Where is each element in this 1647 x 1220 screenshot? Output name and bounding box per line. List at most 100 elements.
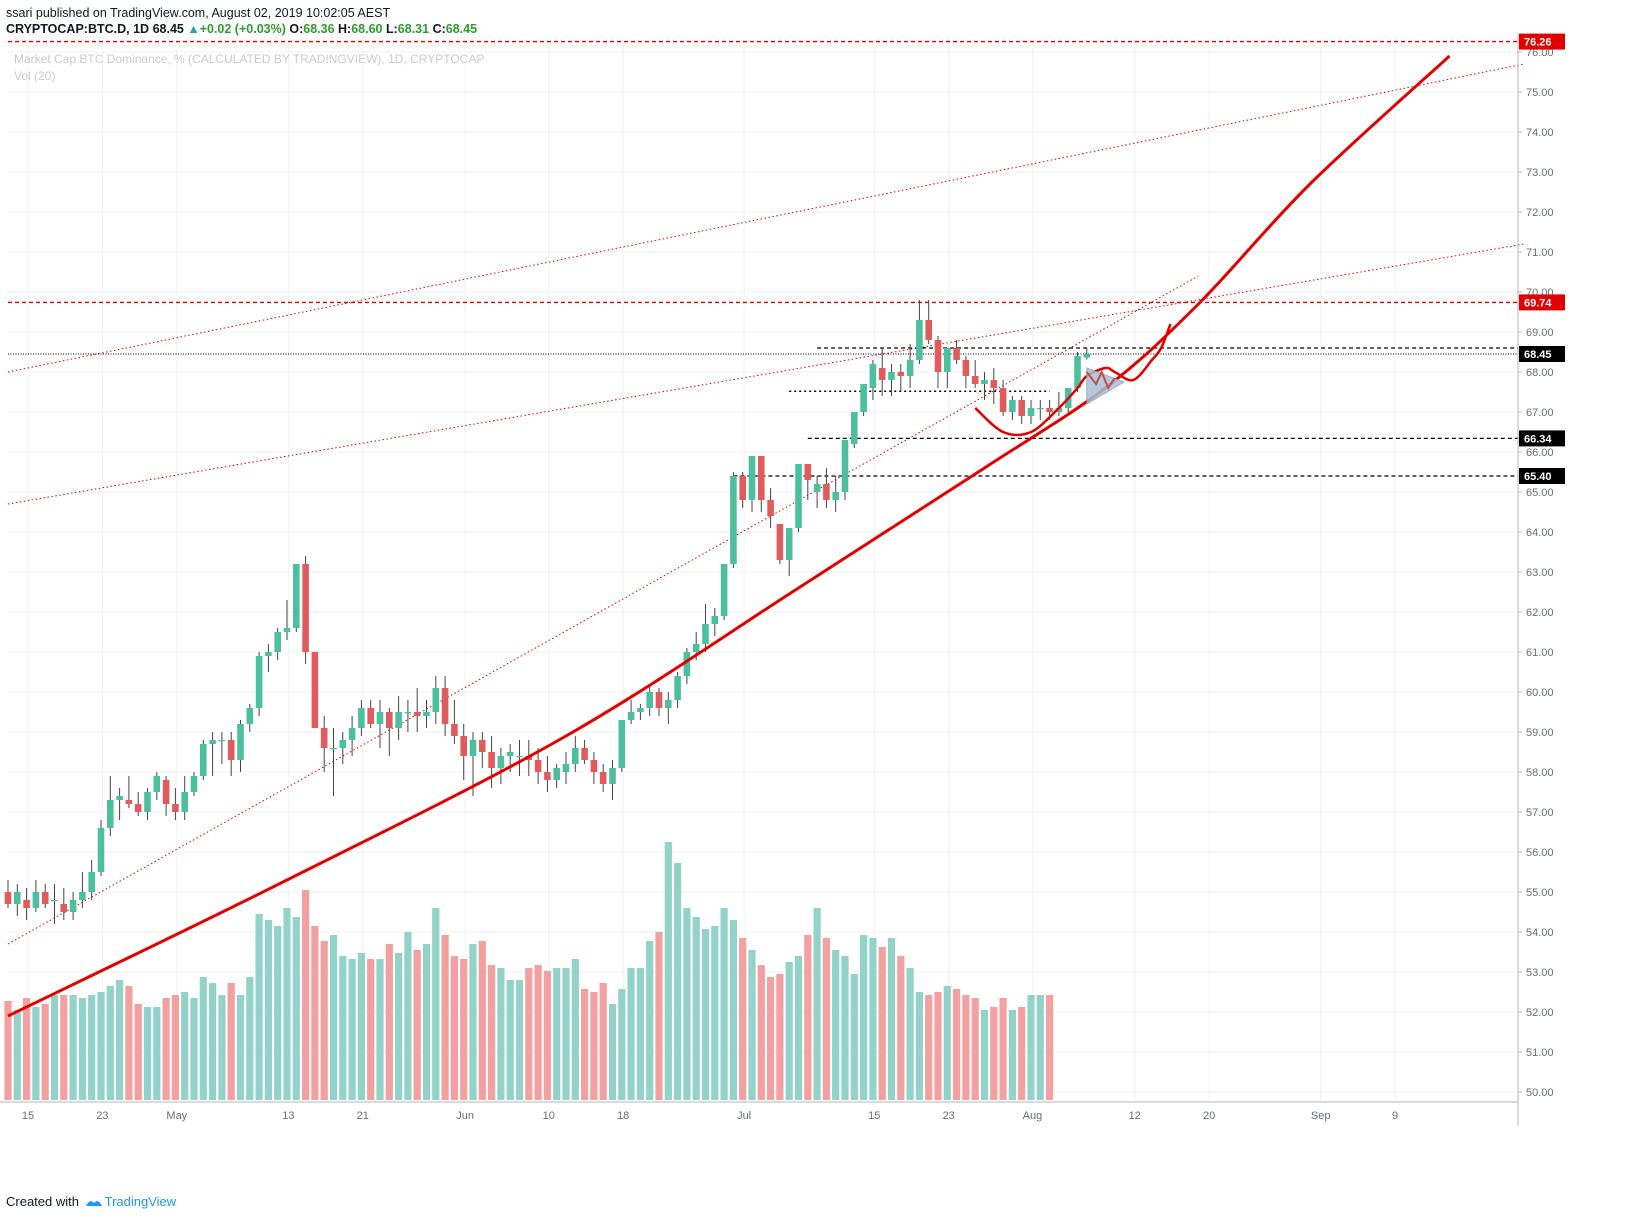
- volume-bar: [404, 932, 412, 1100]
- volume-bar: [23, 998, 31, 1100]
- candle-body: [181, 792, 188, 812]
- volume-bar: [274, 926, 282, 1100]
- volume-bar: [562, 968, 570, 1100]
- candle-body: [172, 804, 179, 812]
- candle-body: [581, 748, 588, 760]
- volume-bar: [385, 944, 393, 1100]
- candle-body: [971, 376, 979, 384]
- volume-bar: [171, 995, 179, 1100]
- high-label: H:: [338, 22, 352, 36]
- horizontal-levels: [8, 40, 1518, 477]
- candle-body: [888, 372, 895, 380]
- volume-bar: [962, 995, 970, 1100]
- candle-body: [423, 712, 430, 716]
- volume-bar: [822, 938, 830, 1100]
- volume-bar: [153, 1007, 161, 1100]
- price-tick-label: 61.00: [1526, 647, 1554, 659]
- price-tick-label: 62.00: [1526, 607, 1554, 619]
- price-level-label: 76.26: [1524, 37, 1552, 49]
- volume-bar: [590, 992, 598, 1100]
- volume-bar: [1036, 995, 1044, 1100]
- candle-body: [739, 476, 746, 500]
- volume-bar: [674, 863, 682, 1100]
- price-level-label-bg: [1519, 468, 1565, 484]
- candle-body: [590, 760, 598, 772]
- candle-body: [646, 692, 653, 708]
- volume-bar: [376, 959, 384, 1100]
- price-tick-label: 68.00: [1526, 367, 1554, 379]
- time-tick-label: 15: [22, 1110, 34, 1122]
- price-tick-label: 56.00: [1526, 847, 1554, 859]
- candle-body: [358, 708, 365, 728]
- candle-body: [153, 776, 161, 792]
- volume-bar: [1046, 995, 1054, 1100]
- volume-bar: [608, 1004, 617, 1100]
- candle-body: [785, 528, 793, 560]
- time-tick-label: Aug: [1023, 1110, 1043, 1122]
- volume-bar: [813, 908, 821, 1100]
- drawings: [7, 54, 1451, 1018]
- volume-bar: [292, 917, 300, 1100]
- volume-bar: [915, 992, 923, 1100]
- volume-bar: [13, 1010, 21, 1100]
- volume-bar: [357, 953, 365, 1100]
- open-label: O:: [289, 22, 304, 36]
- volume-bar: [264, 920, 272, 1100]
- volume-bar: [720, 908, 728, 1100]
- tradingview-logo-icon: [85, 1201, 102, 1206]
- candle-body: [479, 740, 486, 752]
- candle-body: [125, 800, 133, 804]
- candle-body: [618, 720, 626, 768]
- candle-body: [795, 464, 802, 528]
- candle-body: [944, 348, 951, 372]
- close-label: C:: [432, 22, 446, 36]
- high-value: 68.60: [351, 22, 383, 36]
- price-tick-label: 74.00: [1526, 127, 1554, 139]
- volume-bar: [413, 950, 421, 1100]
- candle-body: [41, 892, 49, 904]
- time-tick-label: 20: [1203, 1110, 1215, 1122]
- volume-bar: [218, 995, 226, 1100]
- candle-body: [32, 892, 40, 908]
- candle-body: [683, 652, 691, 676]
- candle-body: [674, 676, 681, 700]
- volume-bar: [311, 926, 319, 1100]
- author-name[interactable]: ssari: [6, 6, 33, 20]
- up-arrow-icon: ▲: [187, 22, 200, 36]
- time-tick-label: 21: [357, 1110, 369, 1122]
- price-axis: 50.00 51.00 52.00 53.00 54.00 55.00 56.00 57.00…: [1517, 34, 1554, 1126]
- volume-bar: [729, 920, 737, 1100]
- candle-body: [320, 728, 328, 748]
- candle-body: [962, 360, 970, 376]
- candle-body: [609, 768, 616, 784]
- candle-body: [534, 760, 542, 772]
- volume-bar: [162, 998, 170, 1100]
- candle-body: [925, 320, 932, 340]
- volume-bar: [125, 986, 133, 1100]
- volume-bar: [860, 935, 868, 1100]
- grid: [8, 40, 1518, 1102]
- volume-bars: [4, 842, 1054, 1100]
- time-tick-label: 23: [96, 1110, 108, 1122]
- volume-bar: [571, 959, 579, 1100]
- projection-path: [974, 323, 1172, 437]
- candle-body: [869, 364, 877, 388]
- candle-body: [460, 736, 467, 756]
- time-tick-label: 9: [1392, 1110, 1398, 1122]
- candle-body: [1074, 356, 1081, 388]
- volume-bar: [246, 977, 254, 1100]
- candle-body: [897, 372, 905, 376]
- volume-bar: [553, 968, 561, 1100]
- time-axis: 15 23 May 13 21 Jun 10 18 Jul 15 23 Aug 12 20 Sep 9: [0, 1101, 1518, 1122]
- volume-bar: [497, 968, 505, 1100]
- time-tick-label: May: [166, 1110, 187, 1122]
- volume-bar: [450, 956, 458, 1100]
- volume-bar: [488, 965, 496, 1100]
- time-tick-label: Jul: [737, 1110, 751, 1122]
- candle-body: [953, 348, 960, 360]
- tradingview-brand[interactable]: TradingView: [104, 1194, 177, 1209]
- volume-bar: [701, 929, 710, 1100]
- volume-bar: [478, 941, 486, 1100]
- volume-bar: [887, 938, 896, 1100]
